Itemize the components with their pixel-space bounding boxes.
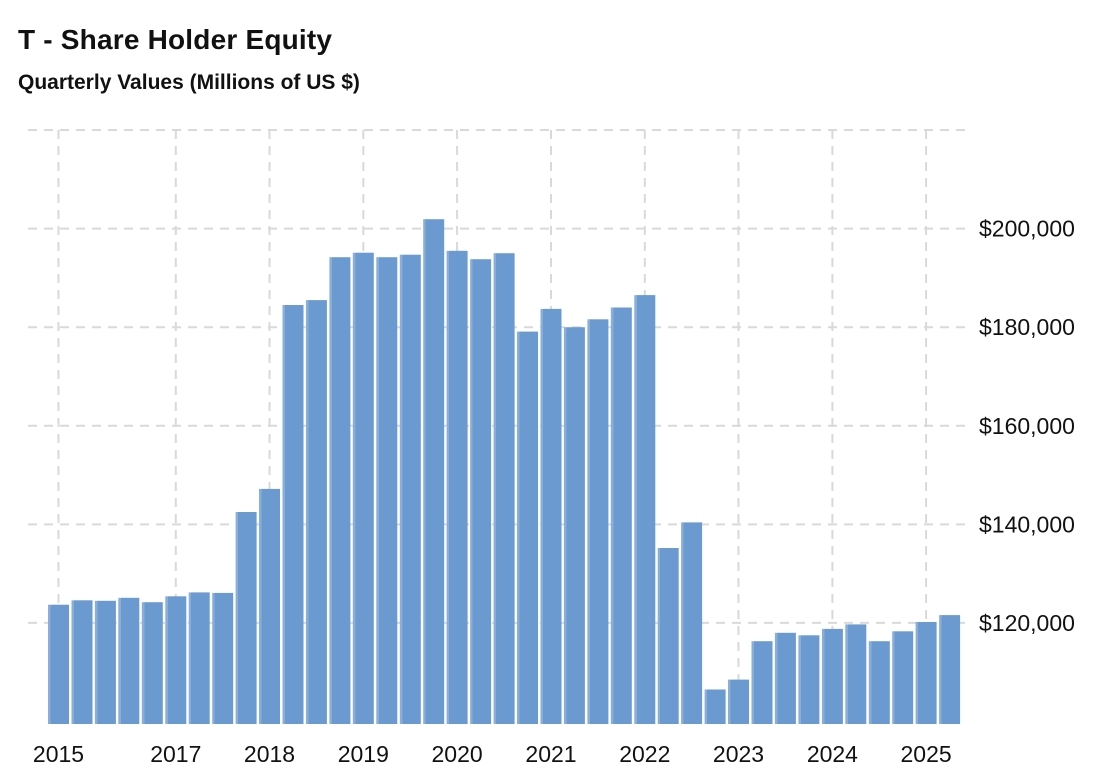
bar-2021-Q2[interactable] [563, 327, 585, 724]
bar-2023-Q3[interactable] [774, 632, 796, 724]
bar-2021-Q3[interactable] [587, 319, 609, 724]
bar-2021-Q4[interactable] [610, 307, 632, 725]
bar-2019-Q3[interactable] [399, 254, 421, 724]
bar-2018-Q3[interactable] [305, 300, 327, 724]
bar-2024-Q1[interactable] [821, 628, 843, 724]
bar-2017-Q4[interactable] [235, 512, 257, 724]
bar-2018-Q1[interactable] [259, 488, 280, 724]
y-tick-label: $160,000 [979, 413, 1075, 439]
bar-2016-Q2[interactable] [94, 600, 116, 724]
bar-2017-Q1[interactable] [165, 596, 187, 724]
x-tick-label: 2022 [619, 741, 670, 767]
y-tick-label: $200,000 [979, 216, 1075, 242]
bar-2022-Q4[interactable] [704, 689, 726, 725]
bar-2024-Q2[interactable] [845, 624, 867, 724]
x-tick-label: 2017 [150, 741, 201, 767]
bar-2016-Q3[interactable] [118, 597, 140, 724]
bar-2023-Q4[interactable] [798, 635, 820, 724]
bar-2020-Q1[interactable] [446, 250, 468, 725]
bar-2024-Q3[interactable] [868, 641, 890, 724]
bar-2022-Q3[interactable] [681, 522, 703, 724]
chart-subtitle: Quarterly Values (Millions of US $) [18, 71, 360, 94]
bar-2019-Q1[interactable] [352, 252, 374, 724]
bar-2019-Q4[interactable] [423, 219, 445, 724]
bar-2025-Q1[interactable] [915, 622, 937, 724]
bar-2015-Q4[interactable] [48, 604, 69, 724]
bar-2020-Q2[interactable] [470, 259, 492, 724]
bar-2023-Q1[interactable] [728, 679, 749, 724]
bar-2016-Q4[interactable] [141, 602, 163, 724]
x-tick-label: 2019 [338, 741, 389, 767]
bar-2020-Q4[interactable] [517, 331, 538, 724]
x-tick-label: 2021 [525, 741, 576, 767]
x-tick-label: 2024 [807, 741, 858, 767]
x-tick-label: 2023 [713, 741, 764, 767]
x-tick-label: 2025 [901, 741, 952, 767]
bar-2018-Q4[interactable] [329, 257, 351, 724]
bar-2017-Q3[interactable] [212, 592, 234, 724]
bar-2018-Q2[interactable] [282, 305, 304, 724]
bar-2024-Q4[interactable] [892, 631, 914, 724]
y-tick-label: $140,000 [979, 511, 1075, 537]
x-tick-label: 2018 [244, 741, 295, 767]
y-tick-label: $120,000 [979, 610, 1075, 636]
bar-2020-Q3[interactable] [493, 253, 515, 724]
y-tick-label: $180,000 [979, 314, 1075, 340]
x-tick-label: 2020 [432, 741, 483, 767]
bar-2017-Q2[interactable] [188, 592, 210, 724]
bar-2022-Q2[interactable] [657, 548, 679, 724]
x-tick-label: 2015 [33, 741, 84, 767]
bar-2025-Q2[interactable] [939, 615, 961, 724]
bar-2023-Q2[interactable] [751, 641, 773, 724]
page-title: T - Share Holder Equity [18, 24, 333, 55]
bar-2019-Q2[interactable] [376, 257, 398, 724]
bar-2016-Q1[interactable] [71, 600, 93, 724]
bar-2022-Q1[interactable] [634, 295, 656, 724]
bar-2021-Q1[interactable] [540, 308, 562, 724]
